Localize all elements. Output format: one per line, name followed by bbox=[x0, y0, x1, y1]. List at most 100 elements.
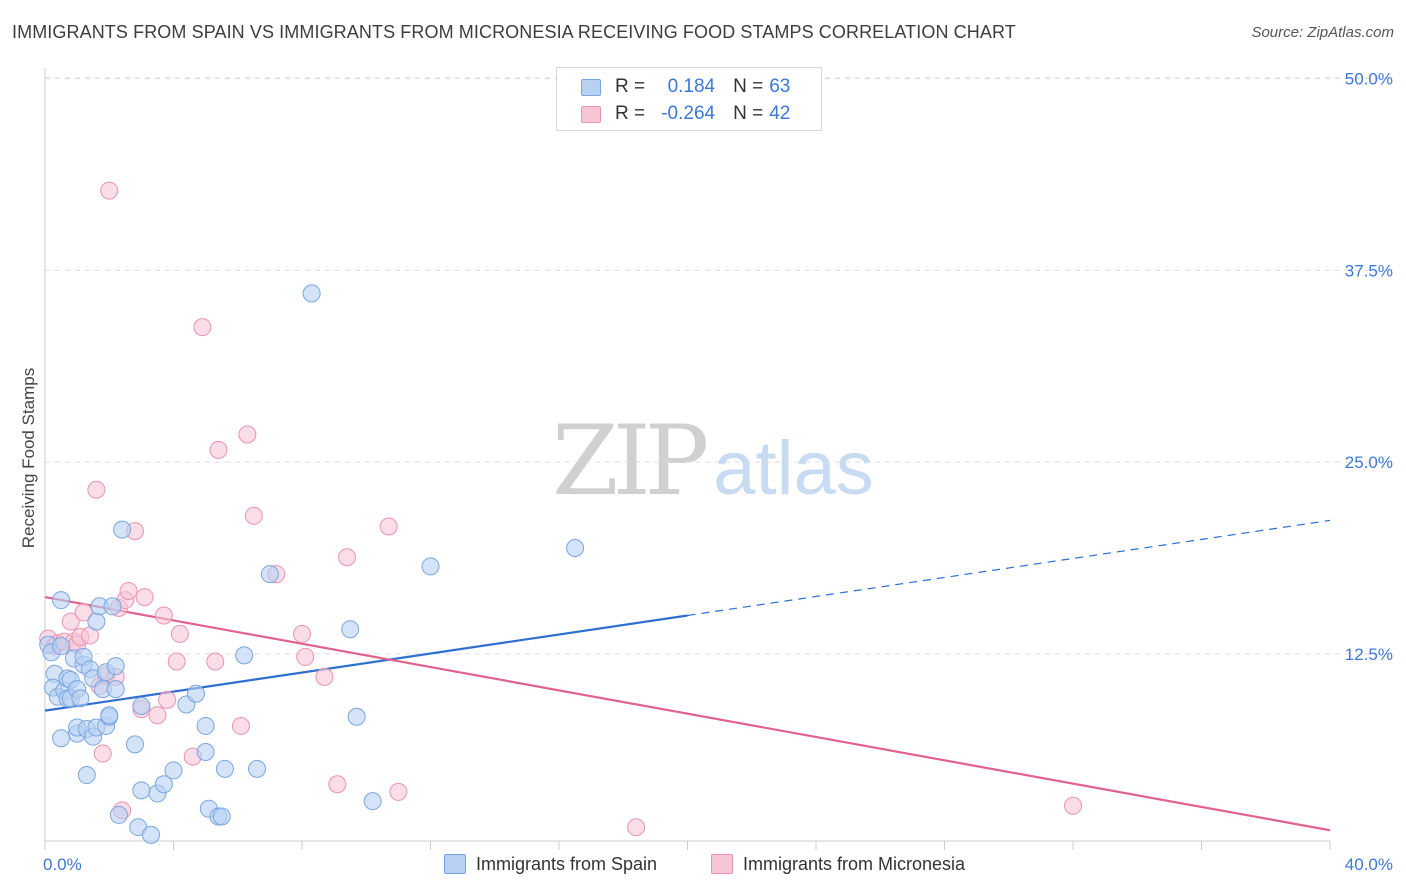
trendline-spain bbox=[44, 614, 688, 712]
point-spain bbox=[347, 707, 366, 726]
point-spain bbox=[215, 759, 234, 778]
point-micronesia bbox=[1064, 796, 1082, 815]
point-spain bbox=[566, 539, 585, 558]
point-micronesia bbox=[296, 647, 315, 666]
trendline-spain-extension bbox=[687, 519, 1331, 617]
point-spain bbox=[248, 759, 267, 778]
point-spain bbox=[71, 689, 90, 708]
point-micronesia bbox=[93, 744, 112, 763]
legend-r-label: R = bbox=[615, 76, 646, 97]
point-spain bbox=[52, 591, 71, 610]
point-micronesia bbox=[135, 588, 154, 607]
point-micronesia bbox=[238, 425, 257, 444]
point-spain bbox=[77, 766, 96, 785]
watermark-zip: ZIP bbox=[552, 405, 709, 517]
y-tick-label: 25.0% bbox=[1345, 453, 1393, 472]
point-micronesia bbox=[167, 652, 186, 671]
point-spain bbox=[196, 716, 215, 735]
legend-box: R = 0.184 N = 63 R = -0.264 N = 42 bbox=[556, 67, 822, 131]
y-tick-label: 50.0% bbox=[1345, 70, 1393, 89]
point-micronesia bbox=[209, 440, 228, 459]
point-spain bbox=[235, 646, 254, 665]
point-spain bbox=[106, 680, 125, 699]
legend-n-value-spain: 63 bbox=[769, 76, 791, 97]
point-spain bbox=[52, 637, 71, 656]
legend-n-label: N = bbox=[733, 76, 764, 97]
point-spain bbox=[196, 743, 215, 762]
point-spain bbox=[52, 729, 71, 748]
points-micronesia bbox=[39, 181, 1082, 837]
point-micronesia bbox=[193, 318, 212, 337]
legend-r-value-micronesia: -0.264 bbox=[661, 103, 716, 124]
axes bbox=[44, 68, 1331, 850]
point-micronesia bbox=[74, 603, 93, 622]
point-spain bbox=[363, 792, 382, 811]
bottom-legend-micronesia-label: Immigrants from Micronesia bbox=[743, 853, 966, 874]
point-micronesia bbox=[315, 667, 334, 686]
source-credit: Source: ZipAtlas.com bbox=[1251, 24, 1394, 41]
point-spain bbox=[113, 520, 132, 539]
point-micronesia bbox=[154, 606, 173, 625]
point-micronesia bbox=[389, 782, 408, 801]
points-spain bbox=[39, 284, 585, 844]
point-spain bbox=[103, 597, 122, 616]
point-micronesia bbox=[170, 624, 189, 643]
y-tick-label: 12.5% bbox=[1345, 645, 1393, 664]
legend-swatch-micronesia bbox=[581, 105, 601, 123]
point-micronesia bbox=[61, 612, 80, 631]
point-spain bbox=[142, 825, 161, 844]
legend-row-spain: R = 0.184 N = 63 bbox=[581, 75, 790, 99]
point-spain bbox=[109, 805, 128, 824]
point-micronesia bbox=[337, 548, 356, 567]
point-micronesia bbox=[148, 706, 167, 725]
point-micronesia bbox=[293, 624, 311, 643]
point-micronesia bbox=[87, 480, 106, 499]
point-spain bbox=[132, 697, 151, 716]
point-micronesia bbox=[100, 181, 119, 200]
point-spain bbox=[341, 620, 360, 639]
point-micronesia bbox=[206, 652, 225, 671]
legend-swatch-spain bbox=[581, 78, 601, 96]
point-spain bbox=[164, 761, 183, 780]
legend-r-value-spain: 0.184 bbox=[667, 76, 716, 97]
point-micronesia bbox=[244, 506, 263, 525]
point-micronesia bbox=[379, 517, 398, 536]
point-spain bbox=[302, 284, 321, 303]
point-micronesia bbox=[158, 690, 177, 709]
legend-n-value-micronesia: 42 bbox=[769, 103, 791, 124]
gridlines bbox=[45, 77, 1394, 655]
point-micronesia bbox=[328, 775, 347, 794]
point-micronesia bbox=[119, 581, 138, 600]
tick-labels: 12.5% 25.0% 37.5% 50.0% 0.0% 40.0% bbox=[43, 70, 1393, 874]
point-spain bbox=[260, 565, 279, 584]
legend-row-micronesia: R = -0.264 N = 42 bbox=[581, 102, 790, 126]
trend-micronesia bbox=[44, 596, 1331, 832]
point-spain bbox=[212, 807, 231, 826]
point-micronesia bbox=[231, 716, 250, 735]
point-spain bbox=[87, 612, 106, 631]
trend-spain bbox=[44, 519, 1331, 712]
bottom-legend-spain-label: Immigrants from Spain bbox=[476, 853, 658, 874]
bottom-swatch-spain bbox=[444, 854, 466, 874]
point-spain bbox=[421, 557, 440, 576]
point-spain bbox=[106, 657, 125, 676]
bottom-swatch-micronesia bbox=[711, 854, 733, 874]
point-spain bbox=[154, 775, 173, 794]
point-spain bbox=[100, 706, 119, 725]
y-tick-label: 37.5% bbox=[1345, 261, 1393, 280]
point-spain bbox=[125, 735, 144, 754]
watermark-atlas: atlas bbox=[713, 426, 874, 511]
bottom-legend-micronesia: Immigrants from Micronesia bbox=[711, 852, 965, 876]
legend-r-label: R = bbox=[615, 103, 646, 124]
chart-title: IMMIGRANTS FROM SPAIN VS IMMIGRANTS FROM… bbox=[12, 22, 1016, 42]
point-spain bbox=[186, 684, 205, 703]
trendline-micronesia bbox=[44, 596, 1331, 832]
bottom-legend-spain: Immigrants from Spain bbox=[444, 852, 657, 876]
point-micronesia bbox=[627, 818, 646, 837]
x-tick-label: 40.0% bbox=[1345, 855, 1393, 874]
legend-n-label: N = bbox=[733, 103, 764, 124]
watermark: ZIP atlas bbox=[552, 405, 874, 517]
point-spain bbox=[132, 781, 151, 800]
x-tick-label: 0.0% bbox=[43, 855, 82, 874]
